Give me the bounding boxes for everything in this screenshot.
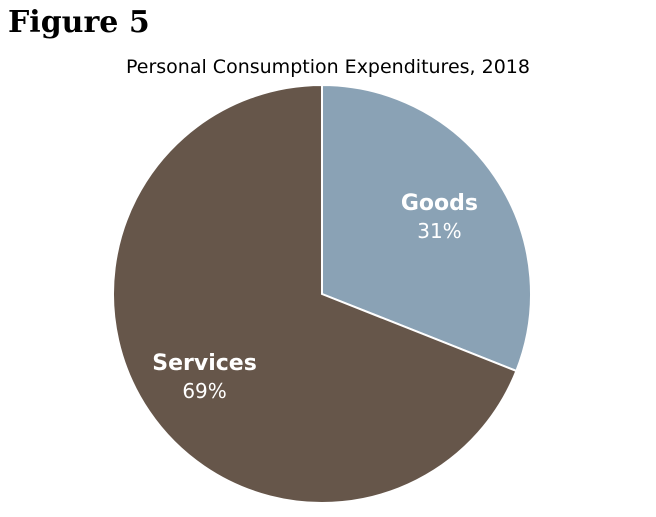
pie-slice-goods [321, 83, 532, 373]
pie-slices [112, 83, 532, 504]
pie-slice-services [112, 83, 518, 504]
figure-label: Figure 5 [8, 5, 150, 40]
slice-value-goods: 31% [417, 219, 461, 243]
pie-labels: Goods 31% Services 69% [152, 191, 478, 403]
chart-title: Personal Consumption Expenditures, 2018 [126, 56, 530, 78]
slice-label-services: Services [152, 351, 257, 376]
slice-value-services: 69% [182, 379, 226, 403]
slice-label-goods: Goods [401, 191, 478, 216]
